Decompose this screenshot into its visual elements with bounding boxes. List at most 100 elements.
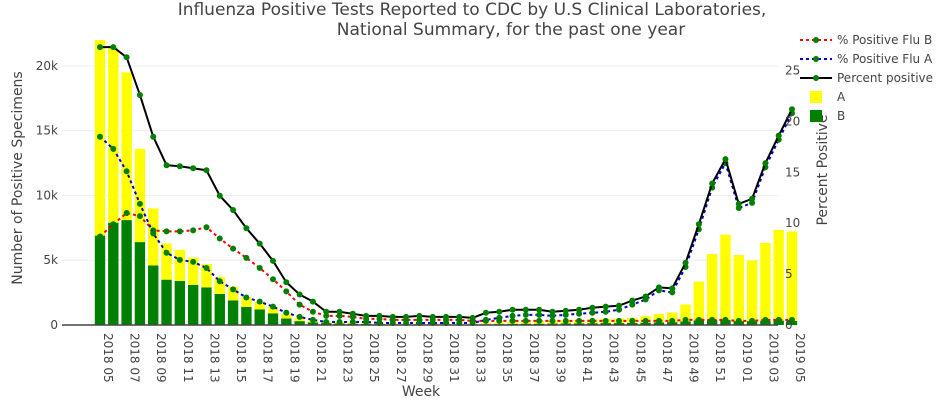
point-positive-flu-a: [283, 309, 290, 316]
legend-label: % Positive Flu A: [837, 52, 933, 66]
bar-a: [161, 243, 172, 280]
point-percent-positive: [482, 309, 489, 316]
bar-a: [241, 297, 252, 307]
point-percent-positive: [403, 313, 410, 320]
y-tick-label-right: 25: [785, 64, 800, 78]
bar-a: [773, 229, 784, 321]
point-positive-flu-b: [775, 316, 782, 323]
point-percent-positive: [576, 306, 583, 313]
point-positive-flu-b: [762, 316, 769, 323]
bar-a: [254, 301, 265, 310]
point-percent-positive: [123, 54, 130, 61]
point-percent-positive: [176, 163, 183, 170]
point-percent-positive: [602, 303, 609, 310]
point-percent-positive: [536, 306, 543, 313]
point-percent-positive: [296, 291, 303, 298]
point-positive-flu-b: [629, 317, 636, 324]
y-tick-label-left: 15k: [36, 124, 58, 138]
point-percent-positive: [203, 167, 210, 174]
axes: 0 5k 10k 15k 20k 0 5 10 15 20 25 2018 05 2018 07 2018…: [36, 59, 807, 383]
y-tick-label-left: 0: [50, 318, 58, 332]
bar-b: [600, 323, 611, 325]
point-percent-positive: [496, 308, 503, 315]
point-percent-positive: [363, 312, 370, 319]
x-tick-label: 2018 43: [607, 333, 621, 383]
y-axis-title-right: Percent Positive: [815, 114, 831, 225]
point-positive-flu-a: [270, 303, 276, 310]
point-positive-flu-a: [216, 278, 223, 285]
x-tick-label: 2018 45: [633, 333, 647, 383]
point-percent-positive: [376, 312, 383, 319]
point-positive-flu-a: [136, 200, 143, 207]
point-percent-positive: [309, 298, 316, 305]
bar-a: [733, 255, 744, 322]
bar-a: [187, 257, 199, 285]
bar-b: [560, 323, 571, 325]
x-tick-label: 2018 13: [207, 333, 221, 383]
point-percent-positive: [789, 106, 795, 113]
y-tick-label-right: 20: [785, 114, 800, 128]
legend-marker: [813, 56, 819, 62]
bar-a: [746, 260, 758, 322]
y-tick-label-left: 20k: [36, 59, 58, 73]
point-positive-flu-a: [482, 316, 489, 323]
point-percent-positive: [429, 313, 436, 320]
legend-marker: [813, 37, 819, 43]
point-positive-flu-a: [97, 133, 103, 140]
y-tick-label-right: 15: [785, 165, 800, 179]
point-positive-flu-b: [789, 316, 795, 323]
point-percent-positive: [522, 306, 529, 313]
point-percent-positive: [323, 308, 330, 315]
bar-b: [786, 320, 798, 325]
point-positive-flu-a: [336, 318, 343, 325]
bar-b: [294, 321, 305, 325]
point-percent-positive: [110, 44, 117, 51]
bar-b: [227, 300, 239, 325]
point-positive-flu-a: [256, 298, 263, 305]
point-positive-flu-b: [190, 227, 197, 234]
x-tick-label: 2018 49: [687, 333, 701, 383]
point-percent-positive: [562, 307, 569, 314]
legend-box-swatch: [810, 110, 822, 122]
gridlines: [62, 65, 778, 261]
point-percent-positive: [163, 162, 170, 169]
x-tick-label: 2018 33: [474, 333, 488, 383]
line-positive-flu-a: [99, 112, 793, 324]
point-positive-flu-b: [509, 317, 516, 324]
x-tick-label: 2018 07: [128, 333, 142, 383]
point-positive-flu-b: [203, 224, 210, 231]
y-tick-label-right: 5: [785, 267, 793, 281]
x-tick-label: 2018 47: [660, 333, 674, 383]
point-positive-flu-b: [709, 316, 716, 323]
point-percent-positive: [150, 133, 157, 140]
point-percent-positive: [283, 279, 290, 286]
point-positive-flu-b: [655, 317, 662, 324]
point-percent-positive: [775, 132, 782, 139]
point-positive-flu-a: [509, 312, 516, 319]
point-percent-positive: [416, 312, 423, 319]
point-percent-positive: [589, 304, 596, 311]
point-percent-positive: [616, 302, 622, 309]
point-percent-positive: [216, 192, 223, 199]
bar-a: [693, 281, 705, 321]
bar-b: [680, 321, 691, 325]
point-positive-flu-b: [216, 235, 223, 242]
x-tick-label: 2018 37: [527, 333, 541, 383]
point-positive-flu-b: [536, 317, 543, 324]
x-tick-label: 2018 51: [713, 333, 727, 383]
bar-a: [134, 148, 146, 243]
bar-b: [174, 280, 186, 325]
point-positive-flu-a: [536, 311, 543, 318]
bar-b: [587, 323, 598, 325]
bar-a: [267, 307, 279, 314]
x-tick-label: 2018 15: [234, 333, 248, 383]
bar-a: [148, 208, 159, 266]
point-positive-flu-a: [589, 309, 596, 316]
point-positive-flu-a: [496, 314, 503, 321]
point-percent-positive: [682, 259, 689, 266]
bar-a: [786, 231, 798, 321]
point-percent-positive: [469, 314, 476, 321]
bar-b: [214, 293, 225, 325]
y-tick-label-left: 10k: [36, 188, 58, 202]
